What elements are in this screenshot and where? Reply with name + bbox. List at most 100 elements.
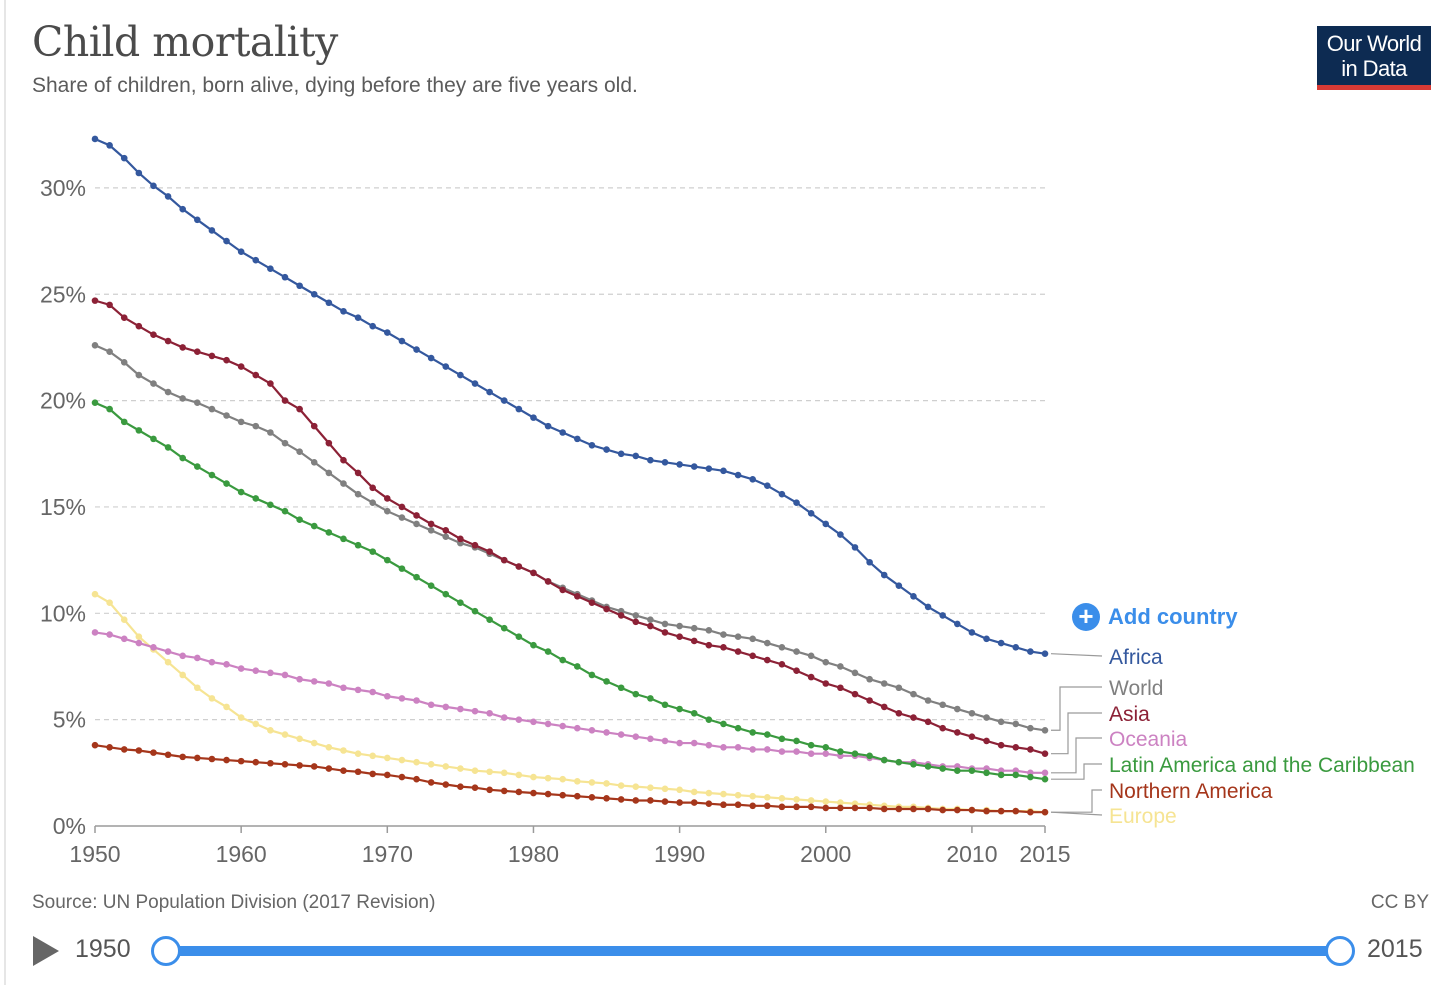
series-line-africa (94, 137, 1046, 655)
data-point-europe (369, 752, 376, 760)
series-world[interactable] (91, 341, 1049, 734)
data-point-northern-america (793, 803, 800, 811)
our-world-in-data-logo[interactable]: Our World in Data (1317, 26, 1431, 90)
x-tick-label: 2010 (946, 841, 997, 867)
data-point-northern-america (1041, 808, 1049, 816)
data-point-africa (617, 450, 625, 458)
data-point-northern-america (983, 807, 990, 815)
data-point-latin-america-and-the-caribbean (559, 656, 566, 664)
timeline-end-handle[interactable] (1325, 936, 1355, 966)
data-point-asia (442, 527, 450, 534)
data-point-northern-america (880, 805, 888, 813)
data-point-asia (939, 724, 946, 732)
data-point-africa (515, 405, 523, 413)
data-point-africa (164, 193, 172, 200)
data-point-world (749, 635, 756, 643)
data-point-world (997, 718, 1005, 726)
data-point-latin-america-and-the-caribbean (427, 582, 435, 589)
data-point-latin-america-and-the-caribbean (617, 684, 625, 692)
data-point-latin-america-and-the-caribbean (968, 767, 976, 774)
data-point-latin-america-and-the-caribbean (720, 720, 727, 728)
data-point-europe (135, 633, 143, 640)
data-point-northern-america (690, 799, 698, 806)
series-line-oceania (94, 631, 1045, 774)
data-point-latin-america-and-the-caribbean (983, 769, 990, 777)
data-point-northern-america (588, 793, 596, 801)
legend-label-europe[interactable]: Europe (1109, 805, 1177, 828)
data-point-latin-america-and-the-caribbean (310, 522, 318, 530)
data-point-africa (720, 467, 727, 475)
data-point-asia (793, 667, 800, 675)
source-note[interactable]: Source: UN Population Division (2017 Rev… (32, 892, 436, 913)
data-point-northern-america (340, 767, 347, 774)
data-point-northern-america (837, 804, 844, 812)
data-point-asia (120, 314, 128, 321)
data-point-latin-america-and-the-caribbean (880, 756, 888, 764)
data-point-africa (632, 452, 640, 460)
legend-label-northern-america[interactable]: Northern America (1109, 780, 1273, 803)
data-point-world (194, 399, 201, 407)
data-point-africa (500, 397, 508, 404)
data-point-latin-america-and-the-caribbean (106, 405, 113, 413)
legend-leader-asia (1051, 712, 1102, 755)
data-point-oceania (164, 648, 172, 655)
data-point-world (442, 533, 450, 541)
data-point-africa (676, 461, 683, 468)
data-point-europe (749, 792, 756, 800)
data-point-latin-america-and-the-caribbean (281, 507, 289, 515)
data-point-europe (807, 797, 815, 804)
data-point-asia (194, 348, 201, 355)
legend-label-world[interactable]: World (1109, 677, 1163, 700)
legend-label-asia[interactable]: Asia (1109, 703, 1150, 726)
data-point-latin-america-and-the-caribbean (544, 648, 552, 655)
series-line-europe (94, 593, 1046, 814)
legend-label-africa[interactable]: Africa (1109, 646, 1163, 669)
data-point-asia (603, 605, 610, 613)
data-point-africa (924, 603, 932, 611)
data-point-africa (880, 571, 888, 579)
play-icon[interactable] (33, 936, 59, 966)
data-point-europe (252, 720, 260, 728)
data-point-africa (559, 429, 566, 436)
data-point-latin-america-and-the-caribbean (500, 624, 508, 632)
data-point-oceania (764, 746, 771, 753)
data-point-africa (544, 422, 552, 430)
data-point-world (807, 652, 815, 660)
data-point-oceania (106, 631, 113, 638)
data-point-northern-america (457, 783, 464, 790)
data-point-africa (997, 639, 1005, 647)
license-link[interactable]: CC BY (1370, 892, 1429, 913)
add-country-button[interactable]: + Add country (1072, 603, 1238, 631)
data-point-world (822, 658, 830, 666)
data-point-latin-america-and-the-caribbean (676, 705, 683, 713)
data-point-asia (866, 697, 873, 704)
series-northern-america[interactable] (91, 741, 1049, 816)
data-point-world (968, 709, 976, 717)
timeline-start-handle[interactable] (151, 936, 181, 966)
data-point-latin-america-and-the-caribbean (895, 758, 903, 766)
data-point-europe (179, 671, 186, 679)
data-point-europe (793, 796, 800, 803)
timeline-track[interactable] (164, 946, 1338, 956)
data-point-latin-america-and-the-caribbean (647, 695, 654, 702)
series-oceania[interactable] (91, 629, 1049, 777)
legend-label-latin-america-and-the-caribbean[interactable]: Latin America and the Caribbean (1109, 754, 1415, 777)
series-asia[interactable] (91, 297, 1049, 757)
chart-title: Child mortality (32, 18, 338, 66)
data-point-latin-america-and-the-caribbean (457, 599, 464, 606)
series-africa[interactable] (91, 135, 1049, 658)
data-point-oceania (223, 661, 230, 668)
data-point-world (120, 359, 128, 366)
series-europe[interactable] (91, 590, 1049, 816)
data-point-africa (354, 314, 362, 321)
data-point-latin-america-and-the-caribbean (237, 488, 245, 496)
data-point-europe (398, 756, 406, 764)
data-point-world (91, 341, 99, 349)
data-point-asia (398, 503, 406, 511)
x-tick-label: 1980 (508, 841, 559, 867)
legend-label-oceania[interactable]: Oceania (1109, 728, 1188, 751)
series-latin-america-and-the-caribbean[interactable] (91, 399, 1049, 783)
data-point-world (237, 418, 245, 426)
x-tick-label: 1950 (69, 841, 120, 867)
data-point-world (427, 527, 435, 534)
